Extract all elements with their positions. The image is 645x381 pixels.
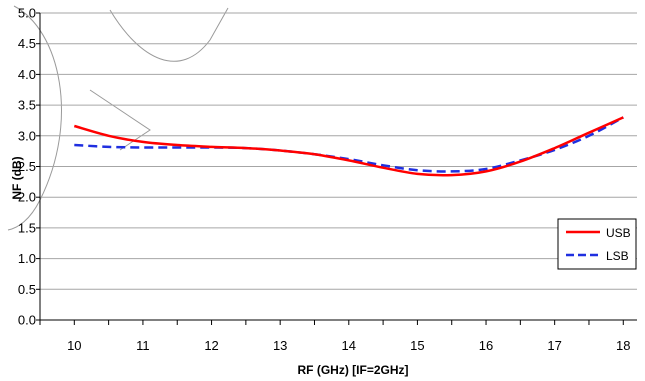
x-tick-label: 18 [616, 338, 630, 353]
x-tick-label: 15 [410, 338, 424, 353]
legend: USB LSB [557, 218, 637, 270]
tick-labels: 0.0 0.5 1.0 1.5 2.0 2.5 3.0 3.5 4.0 4.5 5.0 10 11 12 1… [18, 6, 631, 354]
y-tick-label: 0.5 [18, 282, 36, 297]
axes [36, 12, 637, 325]
x-tick-label: 17 [547, 338, 561, 353]
legend-box [557, 218, 637, 270]
y-tick-label: 4.5 [18, 36, 36, 51]
x-tick-label: 11 [136, 338, 150, 353]
x-tick-label: 12 [204, 338, 218, 353]
x-tick-label: 16 [479, 338, 493, 353]
watermark-outline [7, 5, 229, 231]
x-axis-title: RF (GHz) [IF=2GHz] [298, 363, 409, 377]
y-tick-label: 3.0 [18, 128, 36, 143]
series-line-usb [73, 116, 624, 177]
y-tick-label: 1.0 [18, 251, 36, 266]
y-tick-label: 3.5 [18, 98, 36, 113]
y-axis-title: NF (dB) [10, 156, 24, 199]
y-tick-label: 5.0 [18, 6, 36, 21]
y-tick-label: 4.0 [18, 67, 36, 82]
x-tick-label: 14 [342, 338, 356, 353]
legend-label-usb: USB [606, 226, 631, 240]
series-line-lsb [74, 116, 624, 173]
y-tick-label: 0.0 [18, 313, 36, 328]
y-tick-label: 1.5 [18, 220, 36, 235]
y-tick-label: 2.0 [18, 190, 36, 205]
x-tick-label: 10 [67, 338, 81, 353]
x-tick-label: 13 [273, 338, 287, 353]
series-lines [73, 116, 624, 177]
y-tick-label: 2.5 [18, 159, 36, 174]
gridlines [40, 12, 637, 290]
legend-label-lsb: LSB [606, 249, 629, 263]
